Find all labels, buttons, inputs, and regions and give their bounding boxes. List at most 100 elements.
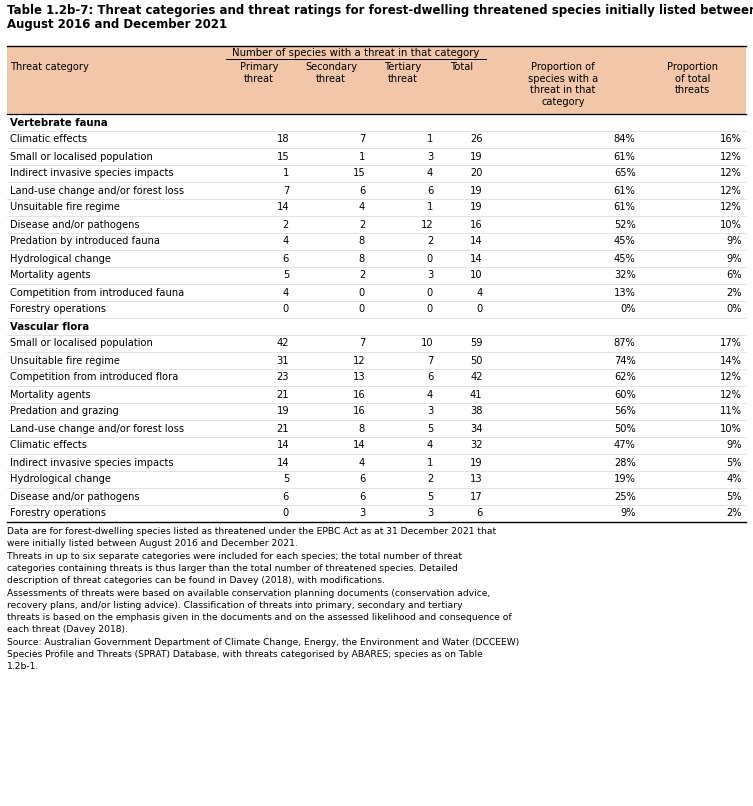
Text: Proportion
of total
threats: Proportion of total threats — [667, 62, 718, 95]
Text: 9%: 9% — [727, 441, 742, 451]
Text: 16%: 16% — [720, 135, 742, 144]
Text: 9%: 9% — [727, 254, 742, 264]
Text: 4: 4 — [427, 168, 433, 178]
Text: 1: 1 — [358, 152, 365, 161]
Text: 10: 10 — [420, 339, 433, 348]
Text: Total: Total — [450, 62, 474, 72]
Text: 52%: 52% — [614, 219, 636, 230]
Text: 61%: 61% — [614, 185, 636, 196]
Text: 1.2b-1.: 1.2b-1. — [7, 662, 39, 671]
Text: 12%: 12% — [720, 372, 742, 383]
Text: Predation and grazing: Predation and grazing — [10, 406, 119, 417]
Text: 4%: 4% — [727, 475, 742, 484]
Text: 19: 19 — [470, 185, 483, 196]
Text: 5: 5 — [282, 475, 289, 484]
Text: 17%: 17% — [720, 339, 742, 348]
Text: 5: 5 — [282, 271, 289, 280]
Text: 4: 4 — [282, 236, 289, 247]
Text: 47%: 47% — [614, 441, 636, 451]
Text: 42: 42 — [470, 372, 483, 383]
Text: 12%: 12% — [720, 389, 742, 400]
Text: 5: 5 — [427, 492, 433, 501]
Text: 6: 6 — [477, 509, 483, 518]
Text: each threat (Davey 2018).: each threat (Davey 2018). — [7, 625, 128, 634]
Text: 5%: 5% — [727, 492, 742, 501]
Text: 0%: 0% — [727, 305, 742, 314]
Text: 7: 7 — [427, 355, 433, 365]
Text: 23: 23 — [276, 372, 289, 383]
Text: 1: 1 — [427, 458, 433, 467]
Text: 14: 14 — [276, 202, 289, 213]
Text: Threat category: Threat category — [10, 62, 89, 72]
Text: 10%: 10% — [720, 423, 742, 434]
Text: 45%: 45% — [614, 254, 636, 264]
Text: 41: 41 — [470, 389, 483, 400]
Text: 0: 0 — [427, 305, 433, 314]
Text: 4: 4 — [477, 288, 483, 297]
Text: Climatic effects: Climatic effects — [10, 135, 87, 144]
Text: 4: 4 — [359, 458, 365, 467]
Text: 84%: 84% — [614, 135, 636, 144]
Bar — [7, 46, 746, 114]
Text: 6: 6 — [359, 475, 365, 484]
Text: Number of species with a threat in that category: Number of species with a threat in that … — [232, 48, 480, 58]
Text: 14: 14 — [276, 441, 289, 451]
Text: Disease and/or pathogens: Disease and/or pathogens — [10, 219, 139, 230]
Text: 6: 6 — [282, 254, 289, 264]
Text: 32: 32 — [470, 441, 483, 451]
Text: Vertebrate fauna: Vertebrate fauna — [10, 118, 108, 127]
Text: were initially listed between August 2016 and December 2021.: were initially listed between August 201… — [7, 539, 297, 548]
Text: 21: 21 — [276, 423, 289, 434]
Text: Land-use change and/or forest loss: Land-use change and/or forest loss — [10, 185, 184, 196]
Text: 65%: 65% — [614, 168, 636, 178]
Text: 6: 6 — [282, 492, 289, 501]
Text: Unsuitable fire regime: Unsuitable fire regime — [10, 355, 120, 365]
Text: 20: 20 — [470, 168, 483, 178]
Text: 16: 16 — [352, 406, 365, 417]
Text: 0: 0 — [427, 254, 433, 264]
Text: 19: 19 — [470, 458, 483, 467]
Text: 18: 18 — [276, 135, 289, 144]
Text: Vascular flora: Vascular flora — [10, 322, 89, 331]
Text: Data are for forest-dwelling species listed as threatened under the EPBC Act as : Data are for forest-dwelling species lis… — [7, 527, 496, 536]
Text: Forestry operations: Forestry operations — [10, 509, 106, 518]
Text: 1: 1 — [282, 168, 289, 178]
Text: Small or localised population: Small or localised population — [10, 339, 153, 348]
Text: Mortality agents: Mortality agents — [10, 271, 91, 280]
Text: 4: 4 — [282, 288, 289, 297]
Text: 56%: 56% — [614, 406, 636, 417]
Text: 10%: 10% — [720, 219, 742, 230]
Text: 0: 0 — [359, 288, 365, 297]
Text: Species Profile and Threats (SPRAT) Database, with threats categorised by ABARES: Species Profile and Threats (SPRAT) Data… — [7, 650, 483, 659]
Text: 9%: 9% — [727, 236, 742, 247]
Text: 9%: 9% — [620, 509, 636, 518]
Text: 1: 1 — [427, 135, 433, 144]
Text: 8: 8 — [359, 423, 365, 434]
Text: 17: 17 — [470, 492, 483, 501]
Text: 6: 6 — [359, 492, 365, 501]
Text: 74%: 74% — [614, 355, 636, 365]
Text: 0: 0 — [359, 305, 365, 314]
Text: 87%: 87% — [614, 339, 636, 348]
Text: 62%: 62% — [614, 372, 636, 383]
Text: 7: 7 — [359, 135, 365, 144]
Text: 26: 26 — [470, 135, 483, 144]
Text: 12%: 12% — [720, 168, 742, 178]
Text: 2: 2 — [359, 219, 365, 230]
Text: 15: 15 — [276, 152, 289, 161]
Text: Competition from introduced fauna: Competition from introduced fauna — [10, 288, 184, 297]
Text: 3: 3 — [427, 509, 433, 518]
Text: 5%: 5% — [727, 458, 742, 467]
Text: 16: 16 — [352, 389, 365, 400]
Text: 14: 14 — [276, 458, 289, 467]
Text: Hydrological change: Hydrological change — [10, 475, 111, 484]
Text: Proportion of
species with a
threat in that
category: Proportion of species with a threat in t… — [528, 62, 598, 107]
Text: 14: 14 — [470, 254, 483, 264]
Text: 3: 3 — [359, 509, 365, 518]
Text: 2: 2 — [359, 271, 365, 280]
Text: 15: 15 — [352, 168, 365, 178]
Text: 0%: 0% — [620, 305, 636, 314]
Text: 7: 7 — [359, 339, 365, 348]
Text: recovery plans, and/or listing advice). Classification of threats into primary, : recovery plans, and/or listing advice). … — [7, 601, 462, 610]
Text: 5: 5 — [427, 423, 433, 434]
